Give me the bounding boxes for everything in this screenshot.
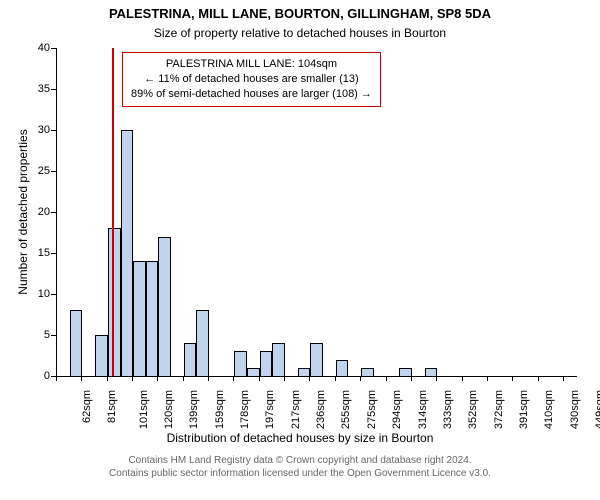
x-tick-mark (56, 376, 57, 381)
copyright-footer: Contains HM Land Registry data © Crown c… (0, 454, 600, 480)
histogram-bar (425, 368, 437, 376)
histogram-bar (133, 261, 146, 376)
chart-plot-area: PALESTRINA MILL LANE: 104sqm ← 11% of det… (56, 48, 577, 377)
x-tick-label: 430sqm (569, 390, 581, 429)
x-tick-mark (487, 376, 488, 381)
y-tick-mark (51, 253, 56, 254)
y-tick-mark (51, 48, 56, 49)
x-tick-label: 314sqm (417, 390, 429, 429)
x-tick-label: 391sqm (518, 390, 530, 429)
histogram-bar (158, 237, 171, 376)
x-tick-label: 159sqm (214, 390, 226, 429)
histogram-bar (361, 368, 374, 376)
footer-line-2: Contains public sector information licen… (109, 468, 491, 479)
x-tick-mark (538, 376, 539, 381)
x-tick-mark (132, 376, 133, 381)
x-tick-mark (208, 376, 209, 381)
x-tick-label: 294sqm (391, 390, 403, 429)
x-tick-label: 62sqm (81, 390, 93, 423)
x-tick-mark (335, 376, 336, 381)
y-tick-label: 20 (28, 206, 50, 218)
histogram-bar (70, 310, 82, 376)
x-tick-mark (360, 376, 361, 381)
histogram-bar (184, 343, 196, 376)
y-tick-label: 5 (28, 329, 50, 341)
reference-line (112, 48, 114, 376)
histogram-bar (399, 368, 412, 376)
x-tick-label: 275sqm (366, 390, 378, 429)
histogram-bar (196, 310, 209, 376)
x-tick-mark (436, 376, 437, 381)
x-tick-label: 120sqm (163, 390, 175, 429)
x-tick-mark (107, 376, 108, 381)
x-tick-label: 255sqm (340, 390, 352, 429)
x-tick-mark (81, 376, 82, 381)
footer-line-1: Contains HM Land Registry data © Crown c… (128, 455, 471, 466)
x-tick-label: 410sqm (543, 390, 555, 429)
x-tick-mark (386, 376, 387, 381)
x-tick-mark (411, 376, 412, 381)
x-tick-mark (563, 376, 564, 381)
annotation-line-1: PALESTRINA MILL LANE: 104sqm (166, 58, 337, 70)
x-tick-mark (233, 376, 234, 381)
x-tick-mark (259, 376, 260, 381)
x-tick-label: 197sqm (264, 390, 276, 429)
x-tick-mark (309, 376, 310, 381)
histogram-bar (146, 261, 158, 376)
histogram-bar (95, 335, 108, 376)
y-tick-label: 15 (28, 247, 50, 259)
y-tick-mark (51, 89, 56, 90)
x-tick-label: 217sqm (290, 390, 302, 429)
y-tick-label: 25 (28, 165, 50, 177)
chart-subtitle: Size of property relative to detached ho… (0, 26, 600, 40)
histogram-bar (108, 228, 121, 376)
histogram-bar (121, 130, 133, 376)
x-tick-label: 352sqm (467, 390, 479, 429)
y-tick-label: 30 (28, 124, 50, 136)
x-axis-label: Distribution of detached houses by size … (0, 431, 600, 445)
histogram-bar (298, 368, 310, 376)
histogram-bar (247, 368, 260, 376)
x-tick-label: 372sqm (493, 390, 505, 429)
histogram-bar (234, 351, 247, 376)
y-tick-label: 10 (28, 288, 50, 300)
y-tick-mark (51, 335, 56, 336)
y-tick-mark (51, 294, 56, 295)
x-tick-mark (512, 376, 513, 381)
x-tick-label: 101sqm (138, 390, 150, 429)
histogram-bar (336, 360, 348, 376)
histogram-bar (272, 343, 285, 376)
x-tick-label: 178sqm (239, 390, 251, 429)
y-tick-mark (51, 171, 56, 172)
histogram-bar (310, 343, 323, 376)
annotation-box: PALESTRINA MILL LANE: 104sqm ← 11% of det… (122, 52, 381, 107)
x-tick-label: 81sqm (106, 390, 118, 423)
y-tick-label: 0 (28, 370, 50, 382)
y-tick-mark (51, 212, 56, 213)
x-tick-label: 139sqm (188, 390, 200, 429)
x-tick-label: 236sqm (315, 390, 327, 429)
x-tick-mark (284, 376, 285, 381)
chart-title-address: PALESTRINA, MILL LANE, BOURTON, GILLINGH… (0, 6, 600, 21)
x-tick-label: 333sqm (442, 390, 454, 429)
annotation-line-3: 89% of semi-detached houses are larger (… (131, 88, 372, 100)
y-tick-label: 35 (28, 83, 50, 95)
y-tick-mark (51, 130, 56, 131)
x-tick-mark (462, 376, 463, 381)
annotation-line-2: ← 11% of detached houses are smaller (13… (144, 73, 358, 85)
histogram-bar (260, 351, 272, 376)
x-tick-label: 449sqm (594, 390, 600, 429)
x-tick-mark (157, 376, 158, 381)
y-tick-label: 40 (28, 42, 50, 54)
x-tick-mark (183, 376, 184, 381)
